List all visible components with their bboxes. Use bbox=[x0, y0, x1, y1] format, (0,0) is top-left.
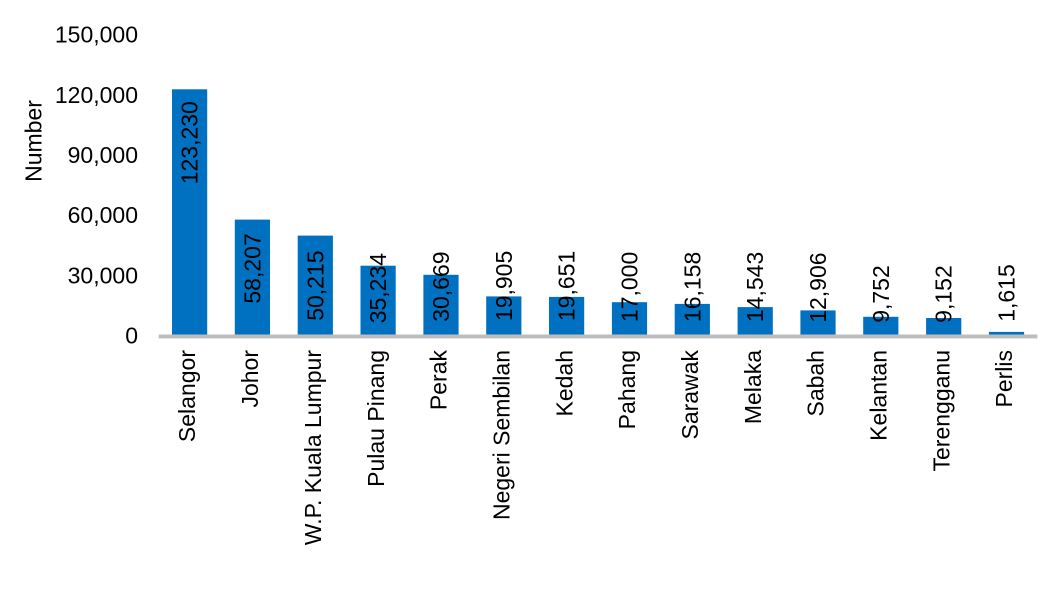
svg-text:60,000: 60,000 bbox=[68, 202, 138, 228]
svg-text:17,000: 17,000 bbox=[617, 252, 643, 322]
svg-text:Selangor: Selangor bbox=[174, 350, 200, 442]
svg-text:Perlis: Perlis bbox=[991, 350, 1017, 408]
svg-text:123,230: 123,230 bbox=[177, 101, 203, 184]
svg-text:120,000: 120,000 bbox=[55, 82, 138, 108]
svg-text:Negeri Sembilan: Negeri Sembilan bbox=[489, 350, 515, 520]
svg-text:W.P. Kuala Lumpur: W.P. Kuala Lumpur bbox=[300, 350, 326, 546]
svg-text:90,000: 90,000 bbox=[68, 142, 138, 168]
svg-text:Perak: Perak bbox=[426, 350, 452, 411]
svg-text:Kedah: Kedah bbox=[551, 350, 577, 417]
svg-text:Kelantan: Kelantan bbox=[866, 350, 892, 441]
svg-text:Pahang: Pahang bbox=[614, 350, 640, 429]
svg-text:14,543: 14,543 bbox=[742, 252, 768, 322]
svg-text:35,234: 35,234 bbox=[365, 253, 391, 324]
svg-text:16,158: 16,158 bbox=[679, 252, 705, 322]
svg-text:12,906: 12,906 bbox=[805, 252, 831, 322]
svg-text:9,752: 9,752 bbox=[868, 265, 894, 323]
svg-text:1,615: 1,615 bbox=[994, 264, 1020, 322]
svg-text:0: 0 bbox=[125, 322, 138, 348]
svg-text:30,000: 30,000 bbox=[68, 262, 138, 288]
svg-text:150,000: 150,000 bbox=[55, 22, 138, 48]
svg-text:Terengganu: Terengganu bbox=[928, 350, 954, 472]
svg-text:Sabah: Sabah bbox=[803, 350, 829, 417]
svg-text:19,651: 19,651 bbox=[554, 251, 580, 321]
svg-text:58,207: 58,207 bbox=[239, 233, 265, 303]
svg-text:30,669: 30,669 bbox=[428, 251, 454, 321]
svg-text:Johor: Johor bbox=[237, 350, 263, 408]
svg-text:Sarawak: Sarawak bbox=[677, 350, 703, 440]
svg-text:Pulau Pinang: Pulau Pinang bbox=[363, 350, 389, 487]
svg-text:Number: Number bbox=[21, 100, 47, 182]
svg-text:19,905: 19,905 bbox=[491, 251, 517, 321]
svg-text:Melaka: Melaka bbox=[740, 350, 766, 424]
svg-text:50,215: 50,215 bbox=[302, 250, 328, 320]
svg-text:9,152: 9,152 bbox=[931, 265, 957, 323]
